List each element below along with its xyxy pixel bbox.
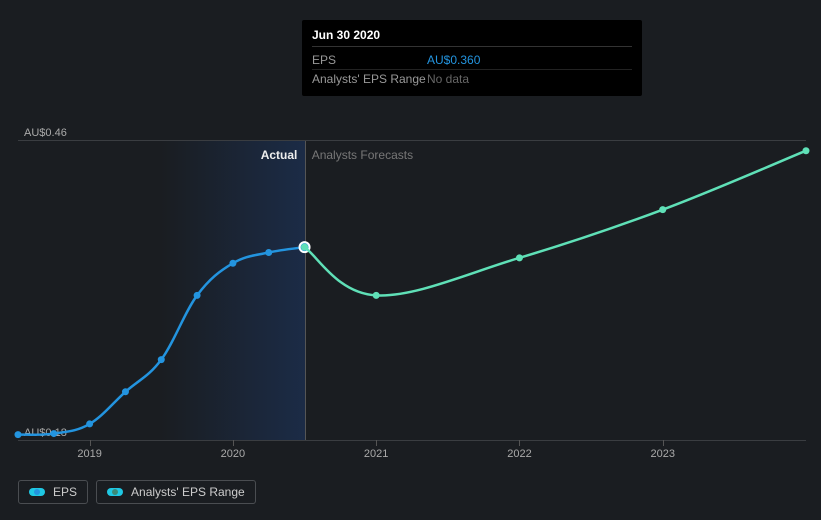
eps-chart: Jun 30 2020 EPSAU$0.360Analysts' EPS Ran… xyxy=(0,0,821,520)
legend-item[interactable]: EPS xyxy=(18,480,88,504)
tooltip-row: EPSAU$0.360 xyxy=(312,51,632,70)
x-tick xyxy=(376,440,377,446)
y-axis-label: AU$0.18 xyxy=(24,427,67,439)
plot-area[interactable]: AU$0.18AU$0.46 ActualAnalysts Forecasts xyxy=(18,140,806,440)
x-tick xyxy=(90,440,91,446)
x-axis-label: 2020 xyxy=(221,448,245,460)
tooltip-row-label: EPS xyxy=(312,53,427,67)
series-marker xyxy=(86,420,93,427)
actual-forecast-divider xyxy=(305,140,306,440)
legend-item[interactable]: Analysts' EPS Range xyxy=(96,480,256,504)
legend-swatch-icon xyxy=(29,488,45,496)
actual-highlight-band xyxy=(161,140,304,440)
series-marker xyxy=(15,431,22,438)
series-marker xyxy=(803,147,810,154)
chart-tooltip: Jun 30 2020 EPSAU$0.360Analysts' EPS Ran… xyxy=(302,20,642,96)
series-marker xyxy=(373,292,380,299)
tooltip-row: Analysts' EPS RangeNo data xyxy=(312,70,632,88)
legend-swatch-icon xyxy=(107,488,123,496)
series-marker xyxy=(122,388,129,395)
x-axis-label: 2021 xyxy=(364,448,388,460)
x-tick xyxy=(519,440,520,446)
series-marker xyxy=(516,254,523,261)
series-line-eps-forecast xyxy=(305,151,806,296)
tooltip-row-label: Analysts' EPS Range xyxy=(312,72,427,86)
gridline xyxy=(18,440,806,441)
legend-label: EPS xyxy=(53,485,77,499)
x-tick xyxy=(233,440,234,446)
tooltip-date: Jun 30 2020 xyxy=(312,28,632,47)
x-axis-label: 2022 xyxy=(507,448,531,460)
legend: EPS Analysts' EPS Range xyxy=(18,480,256,504)
region-label-forecast: Analysts Forecasts xyxy=(312,148,413,162)
legend-label: Analysts' EPS Range xyxy=(131,485,245,499)
gridline xyxy=(18,140,806,141)
x-axis-label: 2019 xyxy=(77,448,101,460)
region-label-actual: Actual xyxy=(247,148,297,162)
chart-lines xyxy=(18,140,806,440)
y-axis-label: AU$0.46 xyxy=(24,127,67,139)
x-axis-label: 2023 xyxy=(650,448,674,460)
series-marker xyxy=(659,206,666,213)
tooltip-row-value: No data xyxy=(427,72,469,86)
x-tick xyxy=(663,440,664,446)
tooltip-row-value: AU$0.360 xyxy=(427,53,480,67)
